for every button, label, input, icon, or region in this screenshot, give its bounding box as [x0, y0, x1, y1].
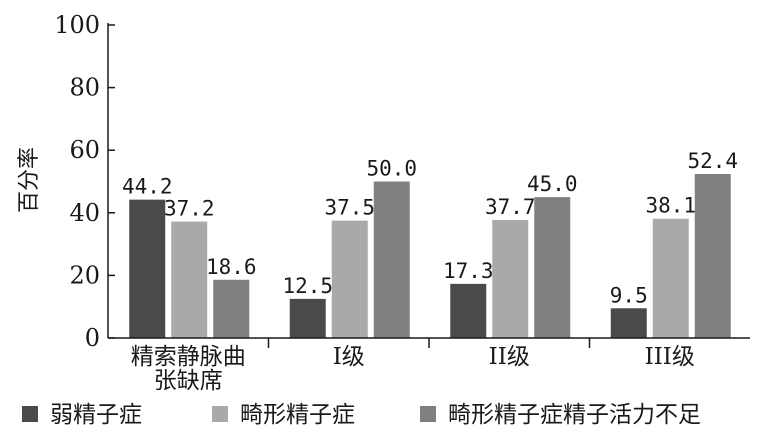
bar-value-label: 18.6	[206, 255, 257, 279]
x-category-label: 精索静脉曲	[131, 344, 246, 370]
x-category-label: III级	[645, 344, 695, 370]
x-category-label: 张缺席	[154, 368, 223, 394]
y-tick-label: 100	[54, 11, 100, 39]
bar-value-label: 17.3	[443, 259, 494, 283]
y-tick-label: 40	[69, 199, 100, 227]
bar	[331, 220, 368, 338]
bar-value-label: 45.0	[527, 172, 578, 196]
bar-value-label: 50.0	[366, 157, 417, 181]
bar	[534, 197, 571, 338]
bar	[652, 218, 689, 338]
bar	[171, 221, 208, 338]
y-axis-title-group: 百分率	[17, 147, 42, 213]
y-tick-label: 60	[69, 136, 100, 164]
bar	[373, 181, 410, 338]
bar-value-label: 9.5	[610, 283, 648, 307]
bar-value-label: 37.7	[485, 195, 536, 219]
legend-swatch	[420, 406, 436, 422]
y-tick-label: 80	[69, 74, 100, 102]
legend-swatch	[212, 406, 228, 422]
bar	[289, 298, 326, 338]
data-labels-group: 44.237.2 18.6 12.5 37.5 50.0 17.3 37.745.0 9.5 3…	[122, 149, 738, 307]
legend-label: 弱精子症	[50, 402, 142, 428]
bar	[450, 283, 487, 338]
bar	[492, 219, 529, 338]
y-tick-label: 20	[69, 261, 100, 289]
legend: 弱精子症 畸形精子症 畸形精子症精子活力不足	[22, 402, 701, 428]
x-category-label: I级	[333, 344, 365, 370]
bar-value-label: 52.4	[687, 149, 738, 173]
bar	[610, 308, 647, 338]
bar-value-label: 37.2	[164, 197, 215, 221]
x-axis-group	[108, 337, 750, 348]
bar	[213, 279, 250, 338]
legend-label: 畸形精子症	[240, 402, 355, 428]
y-axis-title: 百分率	[17, 147, 42, 213]
bar-value-label: 37.5	[324, 196, 375, 220]
y-axis-ticks: 0 20 40 60 80 100	[54, 11, 115, 352]
x-category-label: II级	[489, 344, 530, 370]
legend-swatch	[22, 406, 38, 422]
bar	[694, 173, 731, 338]
y-tick-label: 0	[85, 324, 100, 352]
bars-group	[129, 173, 731, 338]
legend-label: 畸形精子症精子活力不足	[448, 402, 701, 428]
bar	[129, 199, 166, 338]
bar-value-label: 12.5	[282, 274, 333, 298]
bar-value-label: 44.2	[122, 175, 173, 199]
bar-value-label: 38.1	[645, 194, 696, 218]
